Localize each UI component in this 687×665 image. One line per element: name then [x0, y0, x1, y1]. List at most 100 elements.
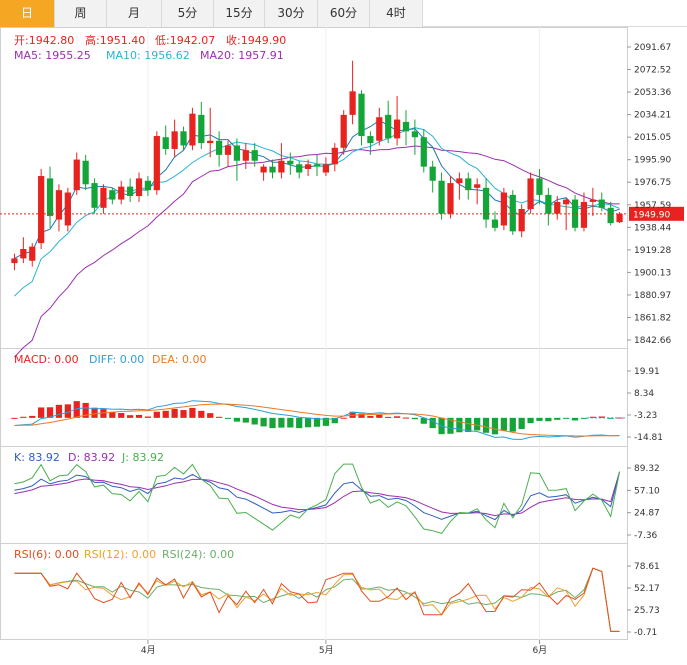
kdj-tick-label: 89.32: [634, 464, 660, 474]
candle-body: [545, 194, 552, 214]
period-tabs: 日周月 5分 15分 30分 60分 4时: [0, 0, 687, 27]
macd-tick-label: -14.81: [634, 433, 663, 443]
macd-bar: [563, 417, 570, 419]
candle-body: [580, 201, 588, 228]
macd-bar: [580, 417, 588, 419]
candle-body: [385, 114, 392, 139]
candle-body: [144, 180, 152, 191]
candle-body: [474, 184, 481, 188]
candle-body: [402, 121, 410, 132]
d-label: D: 83.92: [68, 451, 115, 464]
tab-1[interactable]: 周: [55, 0, 107, 27]
candle-body: [616, 213, 623, 223]
macd-bar: [29, 415, 36, 418]
candle-body: [269, 166, 276, 173]
ma20-line: [14, 145, 620, 358]
tab-7[interactable]: 4时: [370, 0, 423, 27]
macd-bar: [465, 417, 472, 432]
macd-bar: [518, 417, 525, 430]
candle-body: [287, 160, 294, 165]
kdj-tick-label: -7.36: [634, 531, 658, 541]
rsi6-label: RSI(6): 0.00: [14, 548, 79, 561]
candle-body: [73, 159, 80, 191]
macd-bar: [73, 401, 80, 418]
candle-body: [118, 186, 125, 200]
candle-body: [46, 178, 54, 217]
price-tick-label: 2015.05: [634, 133, 671, 143]
d-line: [14, 471, 621, 517]
candle-body: [153, 136, 160, 191]
macd-bar: [180, 410, 187, 418]
candle-body: [242, 150, 249, 161]
macd-bar: [385, 416, 392, 418]
macd-bar: [38, 407, 45, 418]
rsi24-line: [14, 567, 620, 632]
candle-body: [465, 178, 472, 191]
indicator-labels: 开:1942.80 高:1951.40 低:1942.07 收:1949.90 MA5:…: [14, 33, 286, 561]
macd-bar: [598, 416, 605, 418]
candle-body: [420, 137, 427, 167]
macd-bar: [11, 417, 18, 419]
k-label: K: 83.92: [14, 451, 60, 464]
price-tick-label: 2034.21: [634, 111, 671, 121]
panel-frames: [0, 27, 628, 640]
price-tick-label: 2053.36: [634, 88, 671, 98]
tab-5[interactable]: 30分: [265, 0, 318, 27]
price-tick-label: 1938.44: [634, 223, 671, 233]
macd-bar: [509, 417, 516, 432]
macd-bar: [269, 417, 276, 429]
candle-body: [571, 199, 579, 228]
macd-bar: [589, 416, 596, 418]
macd-bar: [46, 407, 54, 418]
macd-bar: [500, 417, 507, 431]
candle-body: [349, 91, 356, 115]
macd-bar: [358, 413, 365, 418]
candle-body: [393, 119, 401, 139]
candle-body: [233, 145, 241, 161]
rsi-tick-label: 25.73: [634, 606, 660, 616]
macd-bar: [607, 417, 614, 419]
macd-label: MACD: 0.00: [14, 353, 79, 366]
candle-body: [322, 164, 330, 173]
macd-bar: [367, 416, 374, 418]
tab-4[interactable]: 15分: [214, 0, 265, 27]
diff-label: DIFF: 0.00: [89, 353, 144, 366]
macd-panel: [11, 400, 627, 440]
rsi6-line: [14, 567, 620, 632]
rsi12-line: [14, 567, 620, 632]
candle-body: [367, 136, 374, 144]
candle-body: [91, 183, 98, 208]
macd-bar: [322, 417, 330, 426]
candle-body: [536, 178, 543, 195]
close-label: 收:1949.90: [226, 33, 286, 47]
current-price-label: 1949.90: [633, 210, 670, 220]
price-tick-label: 1861.82: [634, 313, 671, 323]
price-tick-label: 1900.13: [634, 268, 671, 278]
tab-6[interactable]: 60分: [318, 0, 370, 27]
candle-body: [11, 258, 18, 264]
candle-body: [563, 199, 570, 205]
candle-body: [376, 117, 383, 141]
ma10-label: MA10: 1956.62: [106, 49, 190, 62]
macd-bar: [482, 417, 490, 433]
candle-body: [260, 166, 267, 173]
macd-bar: [571, 417, 579, 421]
rsi-tick-label: 52.17: [634, 584, 660, 594]
macd-bar: [527, 417, 534, 424]
kdj-panel: [14, 463, 621, 534]
low-label: 低:1942.07: [155, 34, 215, 47]
macd-bar: [20, 416, 27, 418]
tab-0[interactable]: 日: [0, 0, 55, 27]
macd-bar: [456, 417, 463, 433]
grid-lines: [147, 27, 540, 640]
tab-2[interactable]: 月: [107, 0, 162, 27]
macd-bar: [340, 417, 347, 419]
macd-bar: [127, 415, 134, 418]
candle-body: [429, 166, 436, 181]
tab-3[interactable]: 5分: [162, 0, 214, 27]
candle-body: [100, 187, 107, 208]
k-line: [14, 471, 621, 521]
macd-bar: [100, 409, 107, 418]
rsi24-label: RSI(24): 0.00: [162, 548, 234, 561]
macd-tick-label: -3.23: [634, 411, 657, 421]
